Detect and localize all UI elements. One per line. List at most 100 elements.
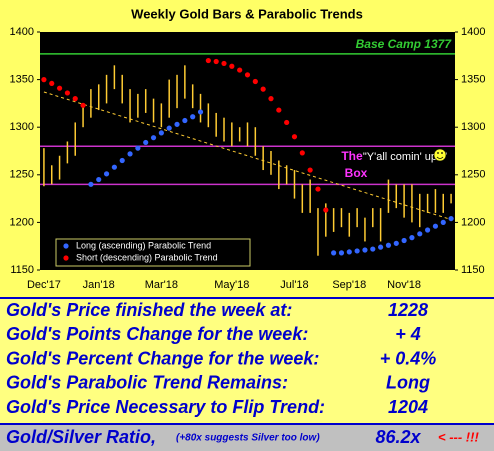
parabolic-dot: [409, 235, 415, 241]
parabolic-dot: [127, 151, 133, 157]
x-tick-label: Jul'18: [280, 279, 308, 291]
parabolic-dot: [440, 219, 446, 225]
parabolic-dot: [174, 121, 180, 127]
parabolic-dot: [276, 107, 282, 113]
plot: 1150 1150 1200 1200 1250 1250 1300 1300 1350 1350…: [10, 26, 486, 291]
parabolic-dot: [80, 102, 86, 108]
table: Gold's Price finished the week at: 1228 Go…: [6, 300, 436, 417]
parabolic-dot: [299, 150, 305, 156]
parabolic-dot: [229, 63, 235, 69]
parabolic-dot: [284, 119, 290, 126]
plot-area: [40, 32, 455, 270]
parabolic-dot: [346, 249, 352, 255]
chart-title: Weekly Gold Bars & Parabolic Trends: [131, 6, 363, 21]
row-value: + 4: [395, 324, 421, 344]
y-tick-label: 1300: [461, 121, 485, 133]
parabolic-dot: [260, 86, 266, 92]
row-label: Gold's Percent Change for the week:: [6, 348, 319, 368]
x-tick-label: Dec'17: [27, 279, 61, 291]
smiley-icon: [433, 148, 447, 162]
parabolic-dot: [111, 164, 117, 170]
x-tick-label: Sep'18: [332, 279, 366, 291]
ratio-label: Gold/Silver Ratio,: [6, 427, 156, 447]
parabolic-dot: [119, 157, 125, 164]
legend-label: Short (descending) Parabolic Trend: [76, 252, 218, 262]
parabolic-dot: [417, 231, 423, 237]
parabolic-dot: [323, 207, 329, 213]
y-tick-label: 1350: [461, 74, 485, 86]
parabolic-dot: [182, 117, 188, 124]
y-tick-label: 1250: [10, 169, 34, 181]
x-tick-label: May'18: [214, 279, 249, 291]
y-tick-label: 1150: [461, 264, 485, 276]
parabolic-dot: [143, 139, 149, 146]
annotation: "Y'all comin' up?": [363, 151, 447, 163]
parabolic-dot: [378, 244, 384, 250]
parabolic-dot: [244, 72, 251, 78]
parabolic-dot: [338, 250, 345, 256]
y-tick-label: 1400: [10, 26, 34, 38]
parabolic-dot: [401, 237, 407, 244]
parabolic-dot: [237, 67, 243, 73]
parabolic-dot: [307, 167, 313, 173]
y-tick-label: 1250: [461, 169, 485, 181]
parabolic-dot: [49, 80, 55, 87]
parabolic-dot: [424, 227, 431, 233]
parabolic-dot: [197, 109, 204, 115]
parabolic-dot: [103, 171, 110, 177]
ratio-row-bg: [0, 424, 494, 451]
parabolic-dot: [96, 176, 102, 183]
y-tick-label: 1150: [10, 264, 34, 276]
y-tick-label: 1400: [461, 26, 485, 38]
parabolic-dot: [448, 215, 454, 222]
annotation: Box: [345, 166, 368, 180]
legend: Long (ascending) Parabolic Trend Short (d…: [63, 240, 218, 262]
legend-box: [55, 238, 251, 267]
parabolic-dot: [370, 246, 376, 252]
row-value: 1204: [388, 397, 428, 417]
row-value: + 0.4%: [380, 348, 437, 368]
parabolic-dot: [166, 125, 172, 131]
parabolic-dot: [268, 96, 274, 102]
parabolic-dot: [135, 145, 141, 151]
ratio-value: 86.2x: [375, 427, 421, 447]
parabolic-dot: [393, 240, 399, 246]
reference-label: Base Camp 1377: [356, 37, 453, 51]
legend-marker: [63, 243, 69, 249]
parabolic-dot: [315, 186, 321, 192]
ratio-note: (+80x suggests Silver too low): [176, 433, 320, 444]
x-tick-label: Nov'18: [387, 279, 421, 291]
legend-label: Long (ascending) Parabolic Trend: [76, 240, 211, 250]
y-tick-label: 1300: [10, 121, 34, 133]
x-tick-label: Mar'18: [145, 279, 178, 291]
parabolic-dot: [190, 114, 196, 120]
parabolic-dot: [64, 90, 71, 96]
parabolic-dot: [291, 134, 298, 140]
parabolic-dot: [354, 248, 360, 254]
parabolic-dot: [331, 250, 337, 256]
parabolic-dot: [362, 247, 368, 253]
row-value: 1228: [388, 300, 428, 320]
annotation: The: [341, 149, 363, 163]
parabolic-dot: [158, 130, 164, 136]
parabolic-dot: [252, 78, 258, 85]
ratio-flag: < --- !!!: [438, 429, 479, 444]
parabolic-dot: [41, 77, 47, 83]
parabolic-dot: [205, 57, 211, 64]
row-value: Long: [386, 373, 430, 393]
parabolic-dot: [221, 60, 227, 67]
parabolic-dot: [88, 181, 94, 187]
row-label: Gold's Price Necessary to Flip Trend:: [6, 397, 325, 417]
row-label: Gold's Price finished the week at:: [6, 300, 292, 320]
y-tick-label: 1200: [461, 216, 485, 228]
parabolic-dot: [150, 135, 157, 141]
parabolic-dot: [432, 223, 439, 229]
x-tick-label: Jan'18: [83, 279, 115, 291]
row-label: Gold's Parabolic Trend Remains:: [6, 373, 288, 393]
parabolic-dot: [385, 242, 392, 248]
y-tick-label: 1350: [10, 74, 34, 86]
trend-line: [43, 91, 452, 221]
parabolic-dot: [56, 85, 63, 91]
legend-marker: [63, 255, 69, 261]
